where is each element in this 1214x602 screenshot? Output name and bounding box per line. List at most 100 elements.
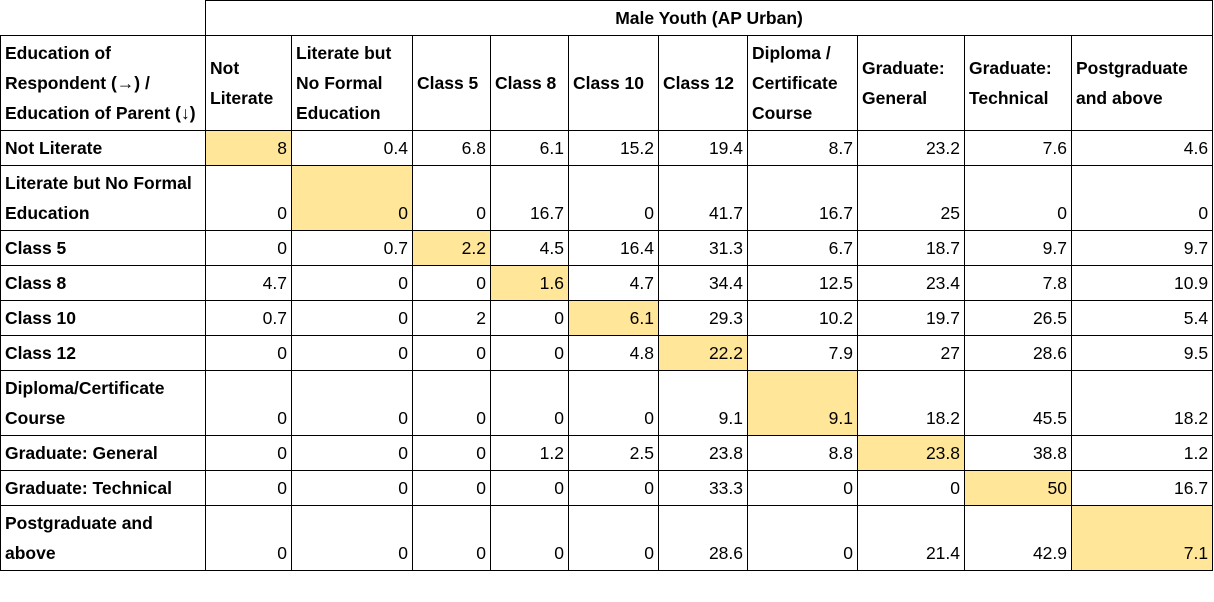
column-header: Graduate: Technical — [964, 35, 1072, 131]
diagonal-value-cell: 6.1 — [568, 300, 659, 336]
value-cell: 41.7 — [658, 165, 748, 231]
value-cell: 0 — [291, 505, 413, 571]
table-row: Graduate: Technical 0 0 0 0 0 33.3 0 0 50 16.7 — [0, 470, 1214, 506]
value-cell: 28.6 — [658, 505, 748, 571]
title-row: Male Youth (AP Urban) — [0, 0, 1214, 36]
column-header: Graduate: General — [857, 35, 965, 131]
value-cell: 27 — [857, 335, 965, 371]
value-cell: 7.8 — [964, 265, 1072, 301]
value-cell: 25 — [857, 165, 965, 231]
corner-header: Education of Respondent (→) / Education … — [0, 35, 206, 131]
value-cell: 0 — [205, 505, 292, 571]
value-cell: 0 — [205, 435, 292, 471]
value-cell: 0.7 — [291, 230, 413, 266]
value-cell: 23.4 — [857, 265, 965, 301]
value-cell: 0 — [205, 370, 292, 436]
value-cell: 16.4 — [568, 230, 659, 266]
diagonal-value-cell: 8 — [205, 130, 292, 166]
row-label: Diploma/Certificate Course — [0, 370, 206, 436]
value-cell: 8.8 — [747, 435, 858, 471]
value-cell: 0 — [964, 165, 1072, 231]
value-cell: 2.5 — [568, 435, 659, 471]
value-cell: 0 — [747, 505, 858, 571]
value-cell: 4.7 — [205, 265, 292, 301]
value-cell: 15.2 — [568, 130, 659, 166]
value-cell: 16.7 — [490, 165, 569, 231]
value-cell: 6.8 — [412, 130, 491, 166]
diagonal-value-cell: 2.2 — [412, 230, 491, 266]
value-cell: 0 — [291, 265, 413, 301]
value-cell: 21.4 — [857, 505, 965, 571]
row-label: Literate but No Formal Education — [0, 165, 206, 231]
value-cell: 4.6 — [1070, 130, 1214, 166]
value-cell: 6.7 — [747, 230, 858, 266]
column-header: Class 12 — [658, 35, 748, 131]
row-label: Class 12 — [0, 335, 206, 371]
column-header: Not Literate — [205, 35, 292, 131]
value-cell: 10.2 — [747, 300, 858, 336]
value-cell: 0 — [291, 300, 413, 336]
value-cell: 34.4 — [658, 265, 748, 301]
table-row: Not Literate 8 0.4 6.8 6.1 15.2 19.4 8.7 23.2 7.6… — [0, 130, 1214, 166]
table-row: Class 5 0 0.7 2.2 4.5 16.4 31.3 6.7 18.7 9.7 9.7 — [0, 230, 1214, 266]
value-cell: 1.2 — [1070, 435, 1214, 471]
value-cell: 0 — [490, 505, 569, 571]
corner-blank-cell — [0, 0, 206, 36]
value-cell: 9.7 — [964, 230, 1072, 266]
table-row: Class 8 4.7 0 0 1.6 4.7 34.4 12.5 23.4 7.8 10.9 — [0, 265, 1214, 301]
value-cell: 38.8 — [964, 435, 1072, 471]
value-cell: 0 — [1070, 165, 1214, 231]
column-header: Class 10 — [568, 35, 659, 131]
value-cell: 16.7 — [1070, 470, 1214, 506]
value-cell: 1.2 — [490, 435, 569, 471]
value-cell: 0.4 — [291, 130, 413, 166]
value-cell: 0 — [568, 370, 659, 436]
value-cell: 42.9 — [964, 505, 1072, 571]
row-label: Postgraduate and above — [0, 505, 206, 571]
value-cell: 9.7 — [1070, 230, 1214, 266]
value-cell: 0 — [205, 470, 292, 506]
table-title: Male Youth (AP Urban) — [204, 0, 1214, 36]
value-cell: 7.9 — [747, 335, 858, 371]
value-cell: 4.7 — [568, 265, 659, 301]
value-cell: 18.7 — [857, 230, 965, 266]
value-cell: 0 — [412, 435, 491, 471]
row-label: Not Literate — [0, 130, 206, 166]
value-cell: 0 — [412, 265, 491, 301]
value-cell: 23.8 — [658, 435, 748, 471]
diagonal-value-cell: 50 — [964, 470, 1072, 506]
value-cell: 19.7 — [857, 300, 965, 336]
value-cell: 4.5 — [490, 230, 569, 266]
value-cell: 12.5 — [747, 265, 858, 301]
column-header: Diploma / Certificate Course — [747, 35, 858, 131]
row-label: Class 10 — [0, 300, 206, 336]
diagonal-value-cell: 22.2 — [658, 335, 748, 371]
value-cell: 18.2 — [857, 370, 965, 436]
value-cell: 0 — [568, 165, 659, 231]
table-row: Class 10 0.7 0 2 0 6.1 29.3 10.2 19.7 26.5 5.4 — [0, 300, 1214, 336]
value-cell: 2 — [412, 300, 491, 336]
table-row: Diploma/Certificate Course 0 0 0 0 0 9.1 9.1 18.… — [0, 370, 1214, 436]
value-cell: 33.3 — [658, 470, 748, 506]
value-cell: 8.7 — [747, 130, 858, 166]
value-cell: 9.1 — [658, 370, 748, 436]
value-cell: 6.1 — [490, 130, 569, 166]
value-cell: 45.5 — [964, 370, 1072, 436]
value-cell: 0 — [205, 230, 292, 266]
column-header: Class 8 — [490, 35, 569, 131]
mobility-table: Male Youth (AP Urban) Education of Respo… — [0, 0, 1214, 571]
value-cell: 0 — [568, 505, 659, 571]
diagonal-value-cell: 1.6 — [490, 265, 569, 301]
value-cell: 0 — [412, 335, 491, 371]
diagonal-value-cell: 9.1 — [747, 370, 858, 436]
table-row: Postgraduate and above 0 0 0 0 0 28.6 0 21.4 42.9… — [0, 505, 1214, 571]
value-cell: 28.6 — [964, 335, 1072, 371]
column-header: Literate but No Formal Education — [291, 35, 413, 131]
header-row: Education of Respondent (→) / Education … — [0, 35, 1214, 131]
value-cell: 29.3 — [658, 300, 748, 336]
value-cell: 0 — [291, 470, 413, 506]
table-row: Graduate: General 0 0 0 1.2 2.5 23.8 8.8 23.8 38.… — [0, 435, 1214, 471]
value-cell: 10.9 — [1070, 265, 1214, 301]
value-cell: 0 — [412, 470, 491, 506]
column-header: Postgraduate and above — [1070, 35, 1214, 131]
